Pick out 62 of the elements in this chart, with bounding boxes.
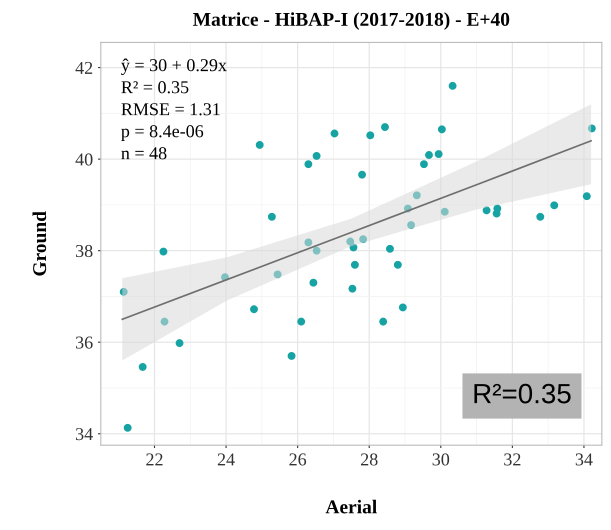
point [550,201,558,210]
point [160,318,168,326]
point [138,362,147,371]
x-tick-label: 28 [360,453,378,466]
point [288,352,296,360]
point [440,208,449,216]
point [412,191,421,200]
point [348,284,356,293]
point [274,270,282,278]
point [346,238,354,246]
point [159,248,168,256]
point [120,288,128,296]
point [350,244,358,252]
point [381,123,389,132]
point [350,260,359,269]
point [250,305,258,314]
point [588,124,596,132]
point [312,246,321,255]
point [448,82,457,90]
y-tick-label: 36 [76,336,93,349]
point [394,260,402,269]
point [425,151,433,159]
y-tick-label: 40 [75,153,92,166]
y-tick-label: 34 [76,428,93,440]
point [176,339,184,348]
point [582,192,591,200]
x-tick-label: 26 [289,453,306,466]
point [407,221,416,229]
point [268,212,276,221]
annotation: R²=0.35 [474,384,571,404]
y-axis-title: Ground [32,211,46,276]
y-tick-label: 42 [75,62,92,74]
point [482,206,491,214]
x-tick-label: 32 [504,453,520,466]
chart-title: Matrice - HiBAP-I (2017-2018) - E+40 [193,12,510,30]
x-tick-label: 34 [576,453,593,466]
point [309,278,318,287]
point [536,212,544,221]
x-axis-title: Aerial [326,500,377,514]
point [492,210,501,218]
y-tick-label: 38 [76,244,92,258]
point [297,318,306,326]
point [434,150,443,158]
point [398,303,407,312]
x-tick-label: 24 [218,453,235,466]
point [304,238,312,246]
point [386,244,394,253]
x-tick-label: 22 [146,453,163,466]
point [366,131,374,140]
point [379,318,388,326]
point [312,152,321,160]
point [359,235,368,244]
point [438,125,446,134]
line-series [121,140,592,320]
point [420,160,428,168]
annotation: ŷ = 30 + 0.29x R² = 0.35 RMSE = 1.31 p = 8.4e-06 n = 48 [121,58,227,160]
point [358,170,366,179]
point [124,424,132,432]
x-tick-label: 30 [432,453,450,466]
point [304,160,312,168]
point [330,130,338,138]
point [256,140,264,149]
